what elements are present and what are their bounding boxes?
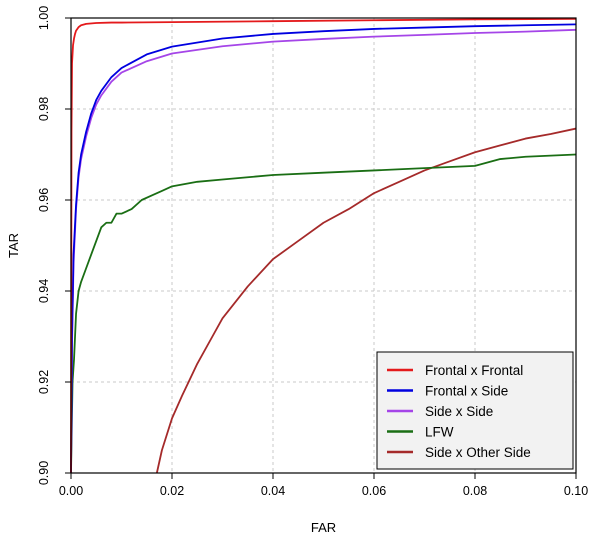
- y-axis-label: TAR: [6, 233, 21, 258]
- y-tick-label: 0.94: [37, 279, 51, 303]
- y-axis-ticks: 0.90 0.92 0.94 0.96 0.98 1.00: [37, 6, 71, 485]
- legend-label: LFW: [425, 425, 454, 440]
- x-tick-label: 0.10: [564, 484, 588, 498]
- legend-label: Side x Other Side: [425, 445, 531, 460]
- series-line-side-x-other-side: [155, 127, 577, 474]
- x-axis-ticks: 0.00 0.02 0.04 0.06 0.08 0.10: [59, 473, 588, 498]
- y-tick-label: 0.96: [37, 188, 51, 212]
- series-line-lfw: [70, 153, 577, 474]
- legend-label: Side x Side: [425, 404, 493, 419]
- legend-label: Frontal x Frontal: [425, 363, 523, 378]
- plot-frame: [70, 17, 577, 474]
- y-tick-label: 0.92: [37, 370, 51, 394]
- y-tick-label: 0.90: [37, 461, 51, 485]
- y-tick-label: 1.00: [37, 6, 51, 30]
- x-tick-label: 0.08: [463, 484, 487, 498]
- x-tick-label: 0.06: [362, 484, 386, 498]
- series-line-frontal-x-side: [70, 23, 577, 474]
- x-axis-label: FAR: [311, 520, 336, 535]
- y-tick-label: 0.98: [37, 97, 51, 121]
- x-tick-label: 0.04: [261, 484, 285, 498]
- x-tick-label: 0.02: [160, 484, 184, 498]
- legend: Frontal x Frontal Frontal x Side Side x Si…: [376, 351, 574, 470]
- legend-label: Frontal x Side: [425, 384, 508, 399]
- series-lines: [70, 18, 577, 474]
- x-tick-label: 0.00: [59, 484, 83, 498]
- series-line-frontal-x-frontal: [70, 18, 577, 474]
